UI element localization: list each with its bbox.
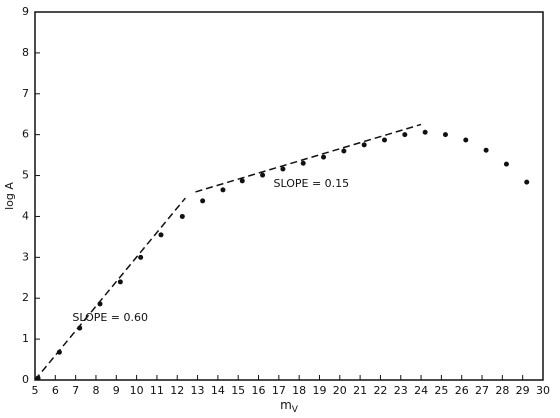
x-tick-label: 23 [394,384,408,397]
fit-line [34,197,186,381]
data-point [463,137,469,143]
x-label-subscript: V [292,405,299,415]
x-tick-label: 29 [516,384,530,397]
fit-line [195,123,422,193]
x-tick-label: 25 [434,384,448,397]
x-axis-label: mV [280,398,299,415]
annotation: SLOPE = 0.15 [274,177,350,190]
y-tick-label: 0 [22,373,29,386]
x-tick-label: 27 [475,384,489,397]
x-tick-label: 9 [113,384,120,397]
data-point [200,198,206,204]
x-tick-label: 24 [414,384,428,397]
data-point [77,325,83,331]
data-point [503,161,509,167]
x-tick-label: 28 [495,384,509,397]
y-tick-label: 2 [22,291,29,304]
data-point [117,279,123,285]
annotation: SLOPE = 0.60 [72,311,148,324]
y-tick-label: 9 [22,5,29,18]
x-tick-label: 20 [333,384,347,397]
x-tick-label: 5 [32,384,39,397]
data-point [422,129,428,135]
x-tick-label: 11 [150,384,164,397]
data-point [35,375,41,381]
data-point [524,179,530,185]
data-point [321,154,327,160]
x-label-main: m [280,398,292,412]
data-point [56,349,62,355]
y-tick-label: 5 [22,169,29,182]
y-tick-label: 3 [22,250,29,263]
y-tick-label: 7 [22,87,29,100]
x-tick-label: 8 [92,384,99,397]
data-point [402,132,408,138]
y-tick-label: 8 [22,46,29,59]
x-tick-label: 16 [252,384,266,397]
plot-frame [34,11,544,381]
data-point [97,301,103,307]
y-axis-label: log A [3,182,16,210]
x-tick-label: 21 [353,384,367,397]
x-tick-label: 17 [272,384,286,397]
x-tick-label: 19 [312,384,326,397]
data-point [220,187,226,193]
data-point [483,147,489,153]
x-tick-label: 18 [292,384,306,397]
data-point [138,254,144,260]
data-point [239,178,245,184]
y-tick-label: 4 [22,209,29,222]
data-point [300,160,306,166]
x-tick-label: 22 [373,384,387,397]
x-tick-label: 12 [170,384,184,397]
data-point [341,148,347,154]
x-tick-label: 30 [536,384,550,397]
data-point [260,172,266,178]
x-tick-label: 15 [231,384,245,397]
data-point [382,137,388,143]
x-tick-label: 10 [130,384,144,397]
y-tick-label: 6 [22,128,29,141]
data-point [179,213,185,219]
x-tick-label: 7 [72,384,79,397]
x-tick-label: 26 [455,384,469,397]
data-point [361,142,367,148]
data-point [280,166,286,172]
x-tick-label: 13 [191,384,205,397]
y-tick-label: 1 [22,332,29,345]
x-tick-label: 6 [52,384,59,397]
x-tick-label: 14 [211,384,225,397]
data-point [442,132,448,138]
data-point [158,232,164,238]
